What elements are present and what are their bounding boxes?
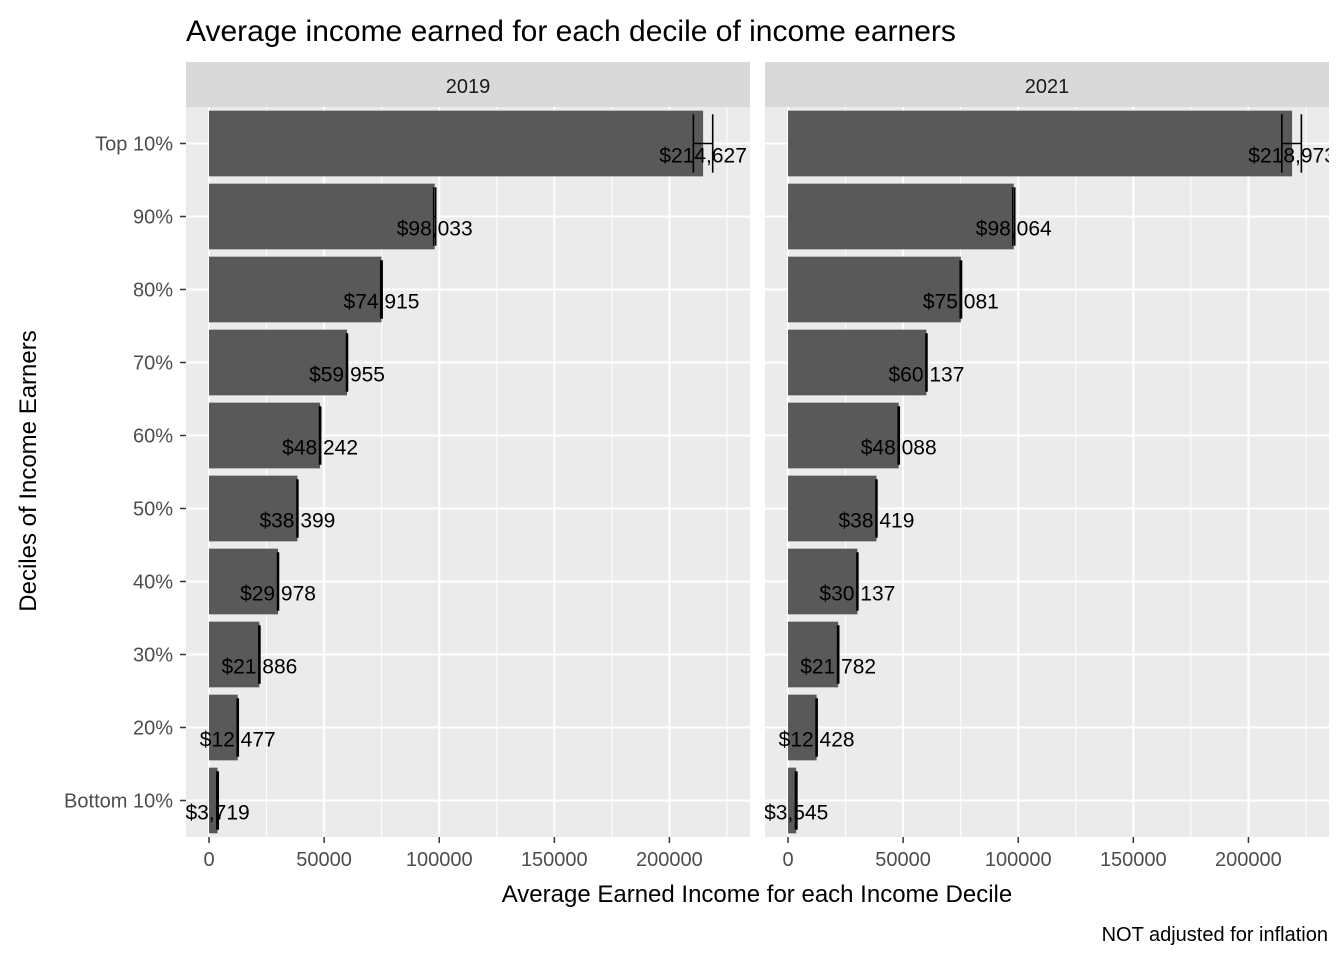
error-bar xyxy=(925,333,928,392)
y-tick-label: 90% xyxy=(133,207,173,229)
x-tick-label: 100000 xyxy=(406,849,473,871)
bar-60--2021 xyxy=(788,402,899,469)
bar-bottom-10--2021 xyxy=(788,767,797,834)
bar-50--2021 xyxy=(788,475,877,542)
data-label: $214,627 xyxy=(659,145,747,168)
error-bar xyxy=(897,406,901,465)
data-label: $98,033 xyxy=(397,218,473,241)
facet-panels: 2019 $3,719 $12,477 $21,886 $29,978 $38,399 $4… xyxy=(185,62,1336,871)
caption: NOT adjusted for inflation xyxy=(1102,924,1328,946)
bar-30--2021 xyxy=(788,621,839,688)
data-label: $29,978 xyxy=(240,583,316,606)
y-tick-label: Top 10% xyxy=(95,134,173,156)
data-label: $60,137 xyxy=(888,364,964,387)
error-bar xyxy=(836,625,840,684)
x-tick-label: 150000 xyxy=(1100,849,1167,871)
error-bar xyxy=(258,625,261,684)
y-axis: Bottom 10% 20% 30% 40% 50% 60% 70% 80% 90% Top 10… xyxy=(64,134,186,813)
y-tick-label: Bottom 10% xyxy=(64,791,173,813)
facet-panel-2019: 2019 $3,719 $12,477 $21,886 $29,978 $38,399 $4… xyxy=(185,62,750,871)
y-tick-label: 70% xyxy=(133,353,173,375)
bar-60--2019 xyxy=(209,402,321,469)
error-bar xyxy=(794,771,798,830)
error-bar xyxy=(276,552,280,611)
x-tick-label: 0 xyxy=(203,849,214,871)
data-label: $3,545 xyxy=(764,802,828,825)
bar-bottom-10--2019 xyxy=(209,767,218,834)
facet-strip-label: 2019 xyxy=(446,76,491,98)
y-axis-title: Deciles of Income Earners xyxy=(15,330,42,611)
data-label: $12,477 xyxy=(200,729,276,752)
error-bar xyxy=(296,479,299,538)
x-axis-title: Average Earned Income for each Income De… xyxy=(502,881,1013,908)
chart-title: Average income earned for each decile of… xyxy=(186,15,956,48)
error-bar xyxy=(856,552,859,611)
data-label: $3,719 xyxy=(185,802,249,825)
bar-40--2019 xyxy=(209,548,279,615)
data-label: $30,137 xyxy=(819,583,895,606)
bar-20--2021 xyxy=(788,694,817,761)
data-label: $21,886 xyxy=(221,656,297,679)
x-tick-label: 0 xyxy=(782,849,793,871)
data-label: $75,081 xyxy=(923,291,999,314)
error-bar xyxy=(216,771,220,830)
facet-strip xyxy=(765,62,1329,107)
error-bar xyxy=(959,260,963,319)
data-label: $12,428 xyxy=(779,729,855,752)
error-bar xyxy=(432,187,437,246)
error-bar xyxy=(345,333,349,392)
x-tick-label: 50000 xyxy=(296,849,352,871)
y-tick-label: 30% xyxy=(133,645,173,667)
bar-70--2021 xyxy=(788,329,927,396)
error-bar xyxy=(379,260,383,319)
data-label: $74,915 xyxy=(344,291,420,314)
error-bar xyxy=(815,698,818,757)
bar-top-10--2019 xyxy=(209,110,704,177)
data-label: $48,242 xyxy=(282,437,358,460)
data-label: $38,419 xyxy=(839,510,915,533)
bar-30--2019 xyxy=(209,621,260,688)
bar-80--2019 xyxy=(209,256,382,323)
data-label: $98,064 xyxy=(976,218,1052,241)
y-tick-label: 60% xyxy=(133,426,173,448)
facet-strip xyxy=(186,62,750,107)
bar-50--2019 xyxy=(209,475,298,542)
error-bar xyxy=(1281,114,1303,173)
error-bar xyxy=(236,698,240,757)
bar-40--2021 xyxy=(788,548,858,615)
bar-80--2021 xyxy=(788,256,961,323)
x-tick-label: 50000 xyxy=(875,849,931,871)
bar-90--2019 xyxy=(209,183,435,250)
y-tick-label: 80% xyxy=(133,280,173,302)
bar-70--2019 xyxy=(209,329,348,396)
y-tick-label: 40% xyxy=(133,572,173,594)
data-label: $48,088 xyxy=(861,437,937,460)
error-bar xyxy=(875,479,878,538)
y-tick-label: 50% xyxy=(133,499,173,521)
x-tick-label: 150000 xyxy=(521,849,588,871)
x-tick-label: 200000 xyxy=(1215,849,1282,871)
data-label: $218,973 xyxy=(1248,145,1336,168)
error-bar xyxy=(318,406,322,465)
bar-top-10--2021 xyxy=(788,110,1293,177)
data-label: $21,782 xyxy=(800,656,876,679)
data-label: $59,955 xyxy=(309,364,385,387)
error-bar xyxy=(692,114,714,173)
error-bar xyxy=(1012,187,1016,246)
y-tick-label: 20% xyxy=(133,718,173,740)
x-tick-label: 200000 xyxy=(636,849,703,871)
bar-20--2019 xyxy=(209,694,238,761)
facet-strip-label: 2021 xyxy=(1025,76,1070,98)
data-label: $38,399 xyxy=(259,510,335,533)
x-tick-label: 100000 xyxy=(985,849,1052,871)
facet-panel-2021: 2021 $3,545 $12,428 $21,782 $30,137 $38,419 $4… xyxy=(764,62,1336,871)
bar-90--2021 xyxy=(788,183,1014,250)
